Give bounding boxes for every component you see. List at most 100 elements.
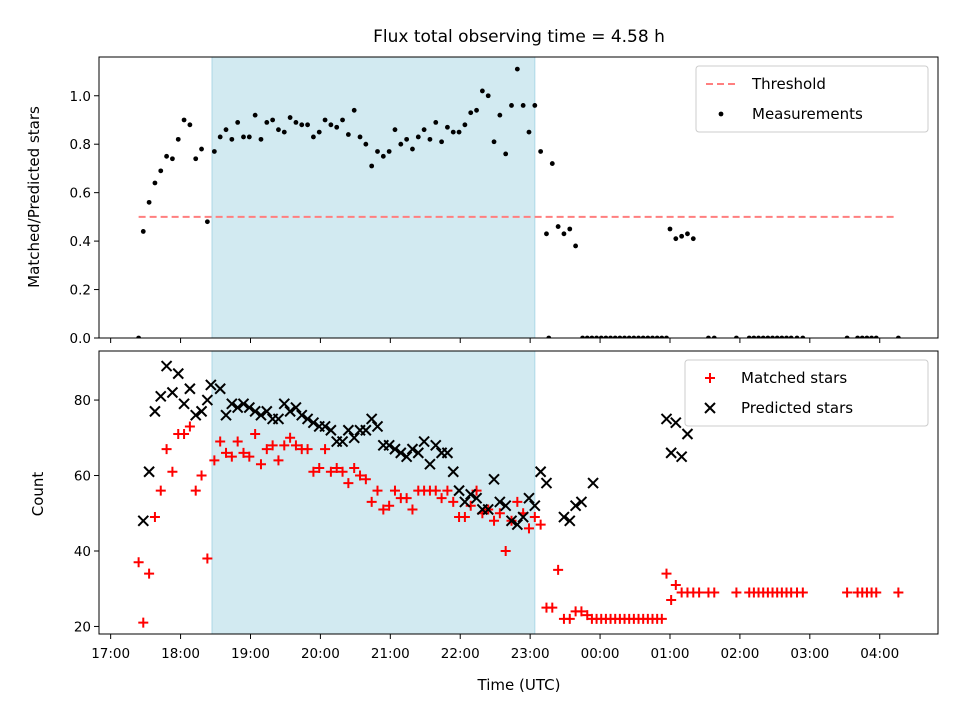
predicted-star-marker [681,428,694,440]
x-tick-label: 17:00 [91,646,130,662]
measurement-point [439,139,444,145]
top-panel: 0.0 0.2 0.4 0.6 0.8 1.0 Threshold Measurements [70,56,939,347]
matched-star-marker [226,451,237,462]
measurement-point [187,122,193,128]
measurement-point [311,134,316,140]
x-tick-label: 23:00 [511,646,550,662]
measurement-point [252,112,258,118]
predicted-star-marker [482,503,494,516]
matched-star-marker [436,493,447,504]
measurement-point [450,129,456,135]
measurement-point [345,132,351,137]
predicted-star-marker [249,405,261,418]
legend-label: Predicted stars [741,399,853,417]
measurement-point [734,335,739,338]
predicted-star-marker [371,420,384,433]
measurement-point [474,107,479,113]
predicted-star-marker [336,435,349,448]
predicted-star-marker [569,499,582,512]
measurement-point [375,149,380,154]
predicted-star-marker [272,413,285,425]
predicted-star-marker [365,413,378,425]
predicted-star-marker [424,458,436,470]
measurement-point [555,224,561,229]
legend-swatch-predicted-stars [704,402,716,414]
measurement-point [645,335,651,338]
matched-star-marker [401,493,412,504]
predicted-star-marker [453,484,465,497]
measurement-point [229,136,235,142]
measurement-point [788,335,794,338]
series-layer [133,360,904,628]
measurement-point [491,139,497,145]
predicted-star-marker [231,401,244,414]
measurement-point [685,231,690,237]
x-tick-label: 00:00 [581,646,620,662]
predicted-star-marker [155,390,167,402]
y-tick-label: 60 [74,469,91,485]
matched-star-marker [267,440,278,451]
matched-star-marker [196,470,207,481]
matched-star-marker [337,466,348,477]
predicted-star-marker [226,398,238,410]
y-tick-label: 0.0 [70,331,91,347]
measurement-point [673,236,679,242]
y-tick-label: 80 [74,393,91,409]
measurement-point [427,136,433,142]
matched-star-marker [535,519,546,530]
matched-star-marker [308,466,319,477]
matched-star-marker [209,455,220,466]
measurement-point [293,120,299,125]
measurement-point [497,112,503,118]
predicted-star-marker [360,424,372,436]
predicted-star-marker [564,515,576,527]
predicted-star-marker [494,496,506,508]
matched-star-marker [320,444,331,455]
x-tick-label: 03:00 [790,646,829,662]
y-tick-label: 20 [74,619,91,635]
predicted-star-marker [540,477,553,489]
measurement-point [211,149,217,154]
predicted-star-marker [137,515,149,527]
y-tick-label: 1.0 [70,89,91,105]
predicted-star-marker [184,383,196,395]
predicted-star-marker [505,515,518,527]
matched-star-marker [250,429,261,440]
matched-star-marker [179,429,190,440]
predicted-star-marker [296,409,308,421]
predicted-star-marker [406,443,419,455]
matched-star-marker [232,436,243,447]
measurement-point [573,243,578,249]
measurement-point [594,335,599,338]
matched-star-marker [523,523,534,534]
measurement-point [509,103,514,108]
measurement-point [140,229,146,234]
predicted-star-marker [160,360,173,372]
matched-star-marker [494,508,505,519]
predicted-star-marker [195,405,208,418]
predicted-star-marker [558,511,570,523]
matched-star-marker [144,568,155,579]
predicted-star-marker [459,496,471,508]
measurement-point [650,335,655,338]
measurement-point [322,117,328,123]
measurement-point [567,226,573,232]
matched-star-marker [547,602,558,613]
measurement-point [152,180,158,186]
measurement-point [468,110,474,116]
measurement-point [800,335,806,338]
predicted-star-marker [172,367,184,380]
measurement-point [217,134,223,140]
measurement-point [204,219,210,225]
legend-label: Measurements [752,105,863,123]
measurement-point [549,161,555,166]
axes-frame [98,350,939,635]
matched-star-marker [215,436,226,447]
matched-star-marker [489,515,500,526]
measurement-point [626,335,632,338]
measurement-point [603,335,609,338]
legend-swatch-matched-stars [705,373,715,383]
predicted-star-marker [201,394,214,406]
measurement-point [334,124,340,130]
